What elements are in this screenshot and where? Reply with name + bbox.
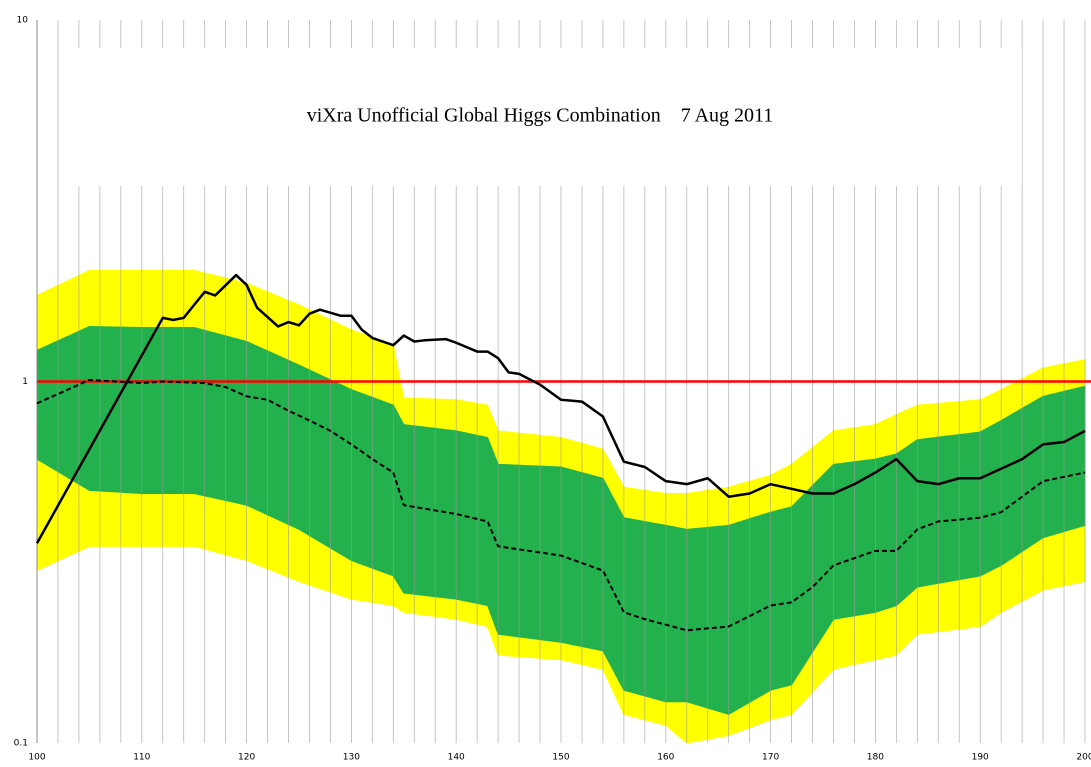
x-tick-label: 130 — [343, 753, 360, 763]
x-tick-label: 170 — [762, 753, 779, 763]
x-tick-label: 110 — [133, 753, 150, 763]
x-tick-label: 100 — [28, 753, 45, 763]
x-tick-label: 140 — [448, 753, 465, 763]
x-tick-label: 190 — [972, 753, 989, 763]
series-line — [36, 378, 1086, 632]
y-tick-label: 10 — [17, 16, 29, 26]
y-tick-label: 1 — [22, 377, 28, 387]
series-line — [35, 273, 1086, 544]
title-box — [75, 48, 1022, 186]
x-tick-label: 150 — [552, 753, 569, 763]
x-tick-label: 180 — [867, 753, 884, 763]
chart-title: viXra Unofficial Global Higgs Combinatio… — [307, 105, 774, 127]
x-tick-label: 120 — [238, 753, 255, 763]
x-tick-label: 200 — [1076, 753, 1091, 763]
lines — [35, 273, 1091, 632]
x-tick-label: 160 — [657, 753, 674, 763]
y-tick-label: 0.1 — [14, 739, 28, 749]
